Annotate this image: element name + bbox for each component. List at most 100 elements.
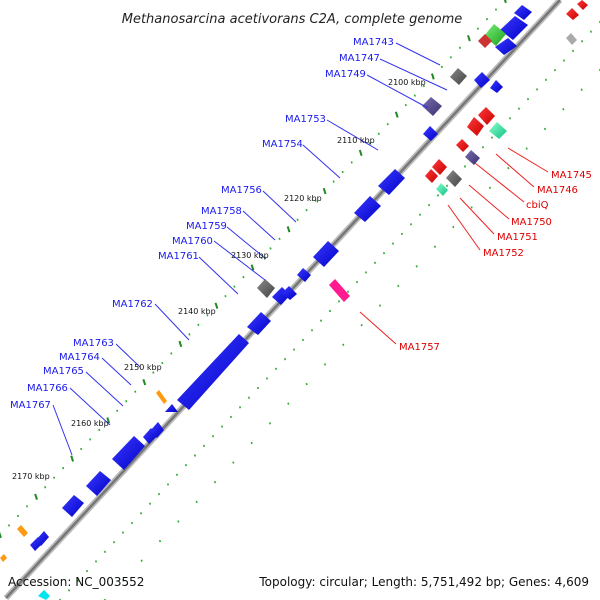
track-dot [202,444,206,448]
gene-label[interactable]: MA1757 [399,342,440,353]
gene-label[interactable]: MA1764 [59,352,100,363]
accession-text: Accession: NC_003552 [8,575,144,589]
track-dot [397,284,400,288]
gene-label[interactable]: MA1761 [158,251,199,262]
track-dot [206,314,209,317]
gene-block[interactable] [354,196,381,222]
track-dot [377,132,380,135]
gene-block[interactable] [478,34,492,48]
gene-label[interactable]: MA1758 [201,206,242,217]
track-dot [305,382,308,386]
gene-label[interactable]: MA1747 [339,53,380,64]
track-dot [44,486,47,489]
gene-label[interactable]: MA1745 [551,170,592,181]
gene-block[interactable] [177,334,249,410]
track-dot [494,8,498,11]
gene-label[interactable]: MA1743 [353,37,394,48]
track-dot [463,165,467,168]
track-dot [535,88,539,91]
gene-block[interactable] [423,126,438,141]
gene-block[interactable] [577,0,588,10]
gene-label[interactable]: MA1751 [497,232,538,243]
track-dot [193,454,197,457]
gene-block[interactable] [297,268,311,282]
track-dot [177,520,180,523]
gene-block-grey[interactable] [450,68,467,85]
gene-label[interactable]: MA1746 [537,185,578,196]
gene-block[interactable] [514,5,532,20]
gene-block-orange[interactable] [17,525,28,537]
track-dot [122,579,125,582]
gene-block[interactable] [489,122,507,139]
track-dot [134,390,137,393]
gene-label[interactable]: MA1763 [73,338,114,349]
gene-block[interactable] [566,33,577,45]
track-dot [386,123,389,126]
gene-label[interactable]: MA1759 [186,221,227,232]
gene-block[interactable] [165,404,178,412]
track-dot [292,348,296,351]
gene-block[interactable] [86,471,111,496]
track-dot [161,361,164,365]
track-dot [121,531,125,534]
gene-label[interactable]: MA1765 [43,366,84,377]
track-dot [67,589,71,592]
track-dot [89,438,92,441]
callout-line [326,119,379,151]
gene-label[interactable]: MA1756 [221,185,262,196]
callout-line [302,144,341,179]
gene-block[interactable] [329,279,350,302]
forward-gene-track [30,5,532,551]
gene-block[interactable] [62,495,84,517]
track-dot [232,461,235,464]
track-dot [364,271,368,274]
gene-block-orange[interactable] [0,554,7,562]
gene-label[interactable]: MA1767 [10,400,51,411]
gene-block[interactable] [478,107,495,125]
gene-block[interactable] [436,183,448,196]
gene-block[interactable] [446,170,462,187]
gene-block-grey[interactable] [257,279,275,298]
track-dot [508,117,512,120]
gene-label[interactable]: MA1760 [172,236,213,247]
gene-block[interactable] [38,590,50,600]
gene-block[interactable] [500,16,528,40]
track-dot [62,466,65,470]
gene-block[interactable] [247,312,271,335]
track-dot [142,378,147,386]
gene-label[interactable]: MA1749 [325,69,366,80]
gene-block[interactable] [313,241,339,267]
track-dot [368,142,371,145]
gene-label[interactable]: cbiQ [526,200,549,211]
gene-block[interactable] [425,169,438,183]
gene-label[interactable]: MA1766 [27,383,68,394]
gene-block[interactable] [465,150,480,165]
callout-line [226,226,267,260]
gene-block-orange[interactable] [156,390,167,404]
gene-block[interactable] [456,139,469,152]
gene-block[interactable] [432,159,447,175]
gene-label[interactable]: MA1752 [483,248,524,259]
gene-block[interactable] [566,8,579,20]
track-dot [152,371,155,374]
callout-line [366,74,429,109]
track-dot [85,569,89,573]
gene-block[interactable] [36,531,49,546]
gene-label[interactable]: MA1762 [112,299,153,310]
gene-block[interactable] [495,38,517,55]
gene-block[interactable] [474,72,490,88]
misc-gene-blocks [0,24,506,562]
gene-block[interactable] [378,169,405,195]
gene-block[interactable] [282,286,297,300]
track-dot [580,40,584,43]
gene-block[interactable] [490,80,503,93]
gene-label[interactable]: MA1754 [262,139,303,150]
gene-block[interactable] [112,436,145,470]
gene-block[interactable] [467,117,484,136]
gene-block-purple[interactable] [422,97,442,116]
gene-block[interactable] [150,422,164,438]
gene-label[interactable]: MA1750 [511,217,552,228]
track-dot [211,435,215,438]
gene-label[interactable]: MA1753 [285,114,326,125]
